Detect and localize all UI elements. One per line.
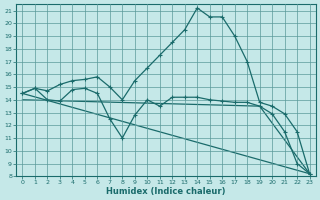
X-axis label: Humidex (Indice chaleur): Humidex (Indice chaleur) <box>106 187 226 196</box>
